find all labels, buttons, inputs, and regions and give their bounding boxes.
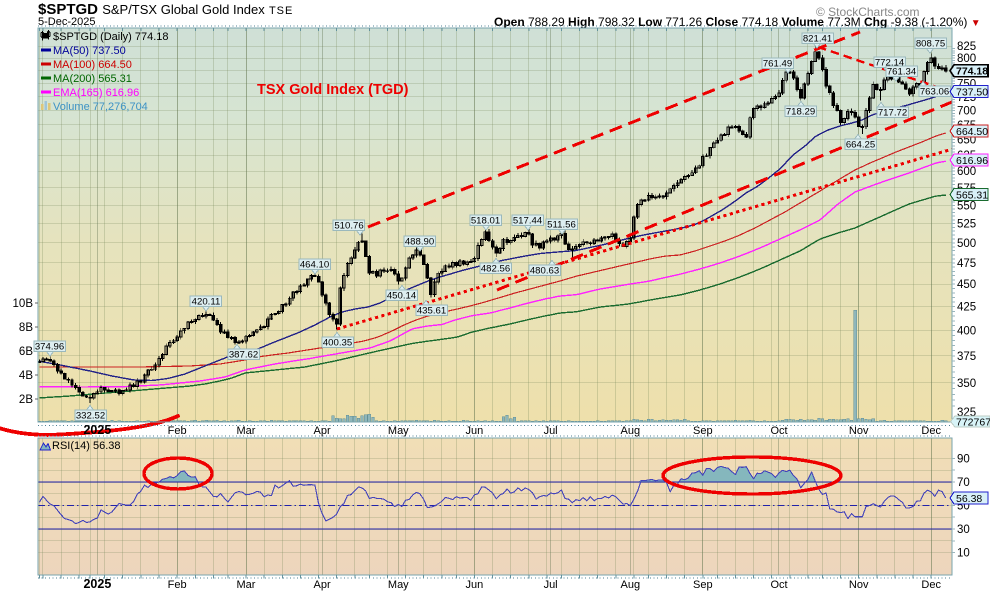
svg-text:Jul: Jul: [544, 579, 558, 591]
svg-text:Volume 77,276,704: Volume 77,276,704: [53, 101, 148, 113]
svg-text:Apr: Apr: [314, 579, 331, 591]
svg-text:510.76: 510.76: [334, 221, 363, 232]
svg-text:772.14: 772.14: [875, 58, 905, 69]
svg-text:Oct: Oct: [770, 425, 787, 437]
svg-text:772767: 772767: [956, 417, 990, 429]
svg-text:517.44: 517.44: [513, 216, 543, 227]
svg-text:525: 525: [957, 219, 976, 231]
svg-text:500: 500: [957, 238, 976, 250]
svg-text:825: 825: [957, 41, 976, 53]
svg-text:435.61: 435.61: [417, 306, 446, 317]
svg-text:6B: 6B: [19, 346, 33, 358]
svg-text:420.11: 420.11: [192, 297, 221, 308]
svg-text:464.10: 464.10: [300, 260, 329, 271]
svg-text:Feb: Feb: [168, 579, 187, 591]
svg-text:Jun: Jun: [466, 425, 484, 437]
svg-text:Dec: Dec: [921, 579, 941, 591]
svg-text:Mar: Mar: [237, 425, 256, 437]
svg-text:350: 350: [957, 378, 976, 390]
svg-text:616.96: 616.96: [956, 155, 988, 167]
svg-text:2025: 2025: [83, 423, 111, 437]
svg-text:550: 550: [957, 200, 976, 212]
svg-text:475: 475: [957, 258, 976, 270]
svg-text:664.25: 664.25: [846, 140, 875, 151]
svg-text:511.56: 511.56: [547, 220, 576, 231]
svg-text:EMA(165) 616.96: EMA(165) 616.96: [53, 87, 139, 99]
svg-text:Aug: Aug: [621, 579, 641, 591]
svg-text:763.06: 763.06: [920, 87, 949, 98]
svg-text:Oct: Oct: [770, 579, 787, 591]
svg-text:Mar: Mar: [237, 579, 256, 591]
svg-text:518.01: 518.01: [471, 216, 500, 227]
svg-text:480.63: 480.63: [530, 266, 559, 277]
svg-text:10B: 10B: [13, 298, 34, 310]
svg-text:Dec: Dec: [921, 425, 941, 437]
svg-text:737.50: 737.50: [956, 86, 988, 98]
svg-text:664.50: 664.50: [956, 126, 988, 138]
svg-text:8B: 8B: [19, 322, 33, 334]
svg-text:374.96: 374.96: [35, 342, 64, 353]
svg-text:482.56: 482.56: [481, 264, 510, 275]
svg-text:2B: 2B: [19, 394, 33, 406]
svg-text:MA(100) 664.50: MA(100) 664.50: [53, 59, 132, 71]
svg-text:650: 650: [957, 135, 976, 147]
svg-text:Apr: Apr: [314, 425, 331, 437]
svg-text:MA(200) 565.31: MA(200) 565.31: [53, 73, 132, 85]
svg-text:387.62: 387.62: [229, 350, 258, 361]
svg-text:RSI(14) 56.38: RSI(14) 56.38: [52, 440, 120, 452]
svg-text:$SPTGD (Daily) 774.18: $SPTGD (Daily) 774.18: [53, 31, 169, 43]
svg-text:761.34: 761.34: [887, 67, 917, 78]
svg-text:774.18: 774.18: [956, 66, 988, 78]
svg-text:761.49: 761.49: [763, 59, 792, 70]
svg-text:821.41: 821.41: [803, 34, 832, 45]
svg-text:450.14: 450.14: [387, 291, 417, 302]
svg-text:332.52: 332.52: [76, 411, 105, 422]
svg-text:MA(50) 737.50: MA(50) 737.50: [53, 45, 126, 57]
svg-text:400.35: 400.35: [323, 338, 352, 349]
svg-text:600: 600: [957, 166, 976, 178]
svg-text:Sep: Sep: [693, 579, 713, 591]
svg-text:Nov: Nov: [849, 579, 869, 591]
svg-text:Feb: Feb: [168, 425, 187, 437]
svg-text:Jun: Jun: [466, 579, 484, 591]
svg-text:Jul: Jul: [544, 425, 558, 437]
svg-text:10: 10: [957, 548, 970, 560]
svg-text:TSX Gold Index (TGD): TSX Gold Index (TGD): [257, 82, 409, 98]
svg-text:2025: 2025: [83, 577, 111, 591]
svg-text:717.72: 717.72: [878, 108, 907, 119]
svg-text:425: 425: [957, 302, 976, 314]
svg-text:Aug: Aug: [621, 425, 641, 437]
svg-text:30: 30: [957, 524, 970, 536]
svg-text:375: 375: [957, 351, 976, 363]
svg-text:800: 800: [957, 53, 976, 65]
svg-text:488.90: 488.90: [405, 237, 434, 248]
svg-text:400: 400: [957, 326, 976, 338]
svg-text:May: May: [388, 579, 409, 591]
svg-text:Sep: Sep: [693, 425, 713, 437]
svg-text:Nov: Nov: [849, 425, 869, 437]
svg-text:90: 90: [957, 454, 970, 466]
svg-text:718.29: 718.29: [786, 107, 815, 118]
svg-text:700: 700: [957, 106, 976, 118]
svg-text:808.75: 808.75: [916, 39, 945, 50]
svg-text:450: 450: [957, 279, 976, 291]
svg-text:May: May: [388, 425, 409, 437]
svg-text:565.31: 565.31: [956, 189, 988, 201]
svg-text:70: 70: [957, 477, 970, 489]
svg-text:56.38: 56.38: [956, 493, 982, 505]
svg-text:4B: 4B: [19, 370, 33, 382]
